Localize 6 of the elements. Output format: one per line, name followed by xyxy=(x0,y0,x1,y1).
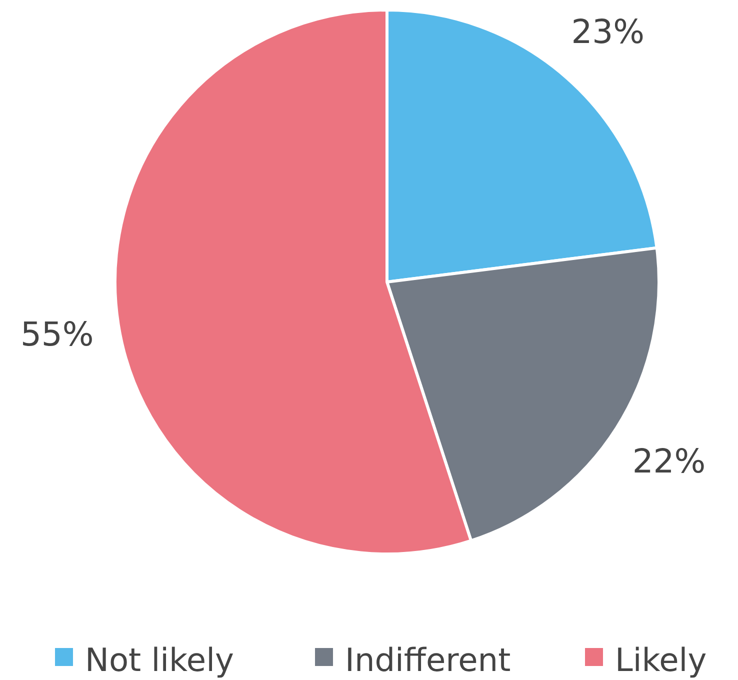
data-label: 23% xyxy=(571,12,645,51)
data-label: 55% xyxy=(20,314,94,354)
data-label: 22% xyxy=(632,441,706,480)
legend-label: Indifferent xyxy=(345,641,511,679)
legend-label: Likely xyxy=(615,641,707,679)
legend-label: Not likely xyxy=(85,641,234,679)
